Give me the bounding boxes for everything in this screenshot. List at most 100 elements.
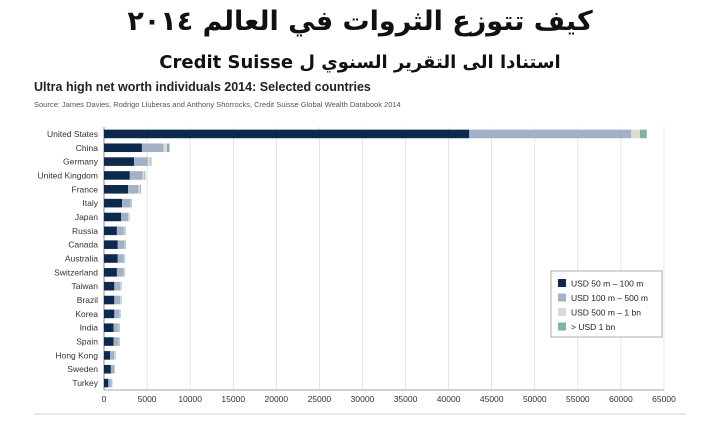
bar-segment: [128, 212, 129, 222]
x-tick-label: 25000: [308, 394, 332, 404]
chart-title: Ultra high net worth individuals 2014: S…: [34, 80, 371, 94]
category-label: Russia: [72, 226, 98, 236]
bar-segment: [104, 378, 109, 388]
bar-segment: [123, 226, 125, 236]
bar-segment: [138, 184, 141, 194]
bar-segment: [104, 240, 118, 249]
x-tick-label: 55000: [566, 394, 590, 404]
bar-segment: [141, 143, 164, 153]
bar-segment: [116, 268, 124, 277]
category-label: United Kingdom: [38, 170, 98, 180]
bar-segment: [104, 198, 123, 208]
bar-segment: [104, 309, 115, 319]
bar-segment: [104, 281, 115, 291]
bar-segment: [120, 281, 122, 291]
x-axis: 0 5000 10000 15000 20000 25000 30000 35000 40000…: [34, 389, 686, 415]
legend: USD 50 m – 100 m USD 100 m – 500 m USD 500…: [550, 270, 663, 338]
bar-segment: [104, 184, 129, 194]
x-tick-label: 20000: [264, 394, 288, 404]
bar-segment: [166, 143, 170, 153]
bar-segment: [124, 226, 126, 236]
x-tick-label: 5000: [138, 394, 157, 404]
category-label: India: [80, 323, 99, 333]
category-label: Switzerland: [54, 267, 98, 277]
bar-segment: [118, 337, 120, 346]
grid-lines: [103, 127, 665, 390]
bar-segment: [114, 281, 121, 291]
legend-label: > USD 1 bn: [571, 322, 615, 332]
bar-segment: [113, 323, 119, 333]
x-tick-label: 60000: [609, 394, 633, 404]
x-tick-label: 35000: [394, 394, 418, 404]
bar-segment: [150, 157, 152, 166]
bar-segment: [104, 337, 114, 346]
bar-segment: [104, 295, 115, 305]
category-label: Korea: [75, 309, 98, 319]
legend-swatch: [558, 293, 566, 302]
x-tick-label: 15000: [221, 394, 245, 404]
bar-segment: [104, 157, 135, 166]
bar-segment: [121, 212, 129, 222]
bar-segment: [469, 129, 632, 139]
chart-source: Source: James Davies, Rodrigo Lluberas a…: [34, 100, 401, 109]
bar-segment: [124, 240, 126, 249]
legend-label: USD 50 m – 100 m: [571, 279, 643, 289]
bar-segment: [129, 171, 143, 180]
bar-segment: [140, 184, 142, 194]
category-label: Sweden: [67, 364, 98, 374]
category-labels: United States China Germany United Kingdom F…: [38, 129, 99, 388]
bar-segment: [631, 129, 640, 139]
bar-segment: [134, 157, 148, 166]
bar-segment: [119, 309, 121, 319]
legend-swatch: [558, 308, 566, 316]
bar-segment: [118, 323, 120, 333]
category-label: Japan: [75, 212, 98, 222]
bar-segment: [104, 129, 470, 139]
bar-segment: [117, 240, 125, 249]
category-label: China: [76, 143, 98, 153]
bar-segment: [104, 226, 117, 236]
bar-segment: [104, 254, 118, 263]
legend-label: USD 100 m – 500 m: [571, 293, 648, 303]
bar-segment: [123, 254, 125, 263]
x-tick-label: 10000: [178, 394, 202, 404]
bar-segment: [163, 143, 167, 153]
bar-segment: [144, 171, 146, 180]
category-label: France: [72, 184, 99, 194]
category-label: Canada: [68, 240, 98, 250]
x-tick-label: 0: [102, 394, 107, 404]
bar-segment: [104, 351, 111, 360]
bar-segment: [104, 212, 122, 222]
bar-segment: [123, 268, 125, 277]
bar-segment: [113, 337, 119, 346]
category-label: Brazil: [77, 295, 98, 305]
bar-segment: [122, 198, 131, 208]
bar-segment: [108, 378, 112, 388]
category-label: Taiwan: [72, 281, 99, 291]
bar-segment: [116, 226, 124, 236]
bar-segment: [104, 364, 111, 374]
bar-segment: [104, 171, 130, 180]
legend-swatch: [558, 322, 566, 331]
category-label: United States: [47, 129, 98, 139]
x-tick-label: 30000: [351, 394, 375, 404]
category-label: Turkey: [72, 378, 98, 388]
page-title: كيف تتوزع الثروات في العالم ٢٠١٤: [127, 6, 593, 37]
page-subtitle: استنادا الى التقرير السنوي ل Credit Suis…: [159, 52, 561, 73]
bar-segment: [639, 129, 647, 139]
bar-segment: [114, 309, 120, 319]
legend-swatch: [558, 279, 566, 287]
bar-segment: [120, 295, 122, 305]
bar-segment: [142, 171, 145, 180]
bar-segment: [114, 351, 116, 360]
x-tick-label: 50000: [523, 394, 547, 404]
x-tick-label: 65000: [652, 394, 676, 404]
category-label: Germany: [63, 157, 99, 167]
bar-segment: [104, 323, 114, 333]
x-tick-label: 40000: [437, 394, 461, 404]
category-label: Australia: [65, 254, 98, 264]
bar-segment: [110, 351, 115, 360]
bar-segment: [130, 198, 132, 208]
bar-segment: [104, 143, 142, 153]
